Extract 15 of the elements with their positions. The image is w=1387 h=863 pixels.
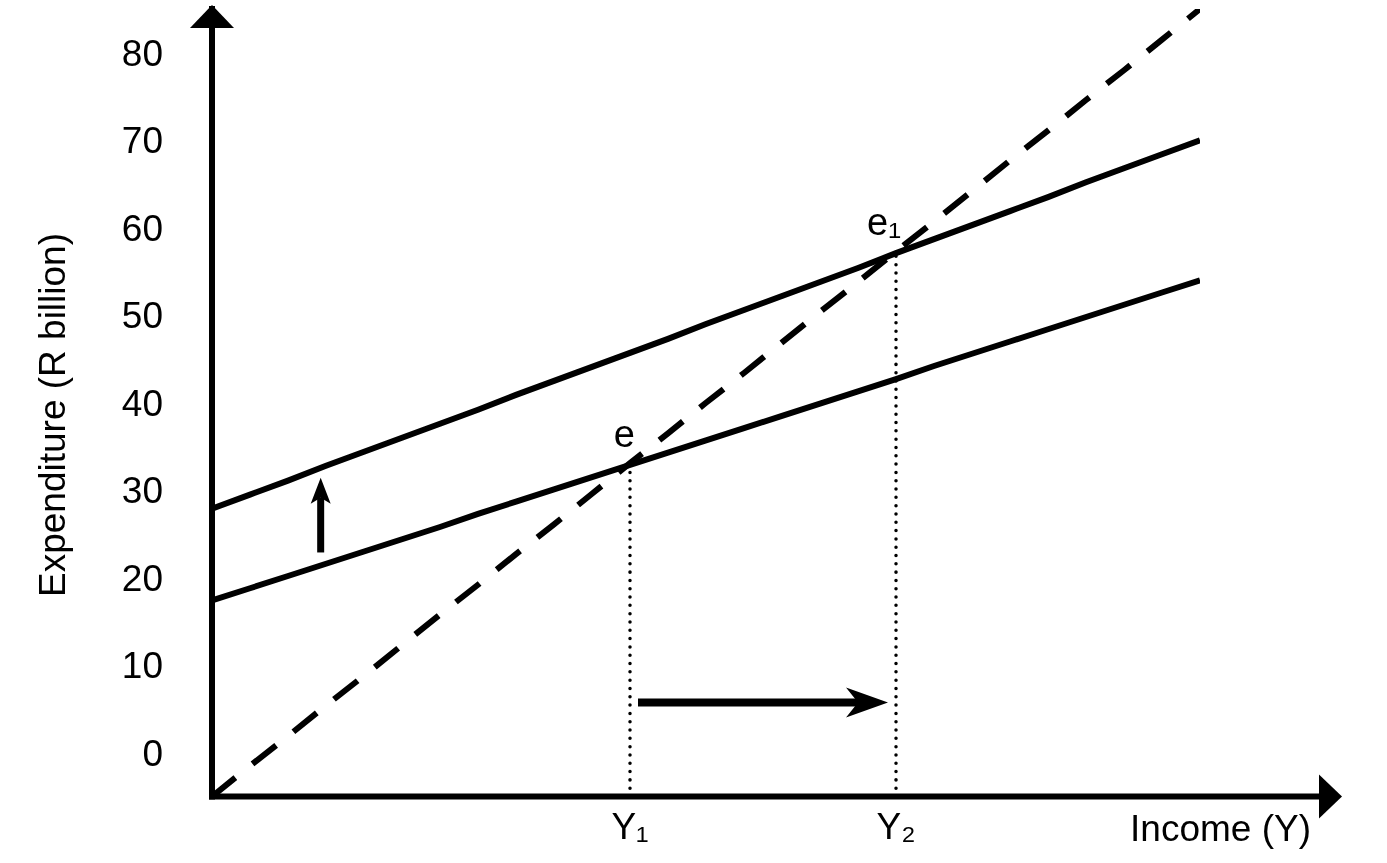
y-tick-label: 50 — [121, 295, 163, 337]
y-tick-label: 80 — [121, 32, 163, 74]
annotation: e — [613, 413, 635, 455]
y-axis-title: Expenditure (R billion) — [31, 232, 73, 598]
y-tick-label: 70 — [121, 120, 163, 162]
y-tick-label: 30 — [121, 470, 163, 512]
x-tick-label: Y₂ — [876, 805, 916, 847]
annotation: e₁ — [867, 201, 901, 244]
y-tick-label: 0 — [142, 732, 163, 774]
x-axis-title: Income (Y) — [1130, 808, 1311, 849]
y-tick-label: 60 — [121, 207, 163, 249]
y-tick-label: 10 — [121, 645, 163, 687]
x-tick-label: Y₁ — [611, 805, 649, 847]
y-tick-label: 20 — [121, 557, 163, 599]
y-tick-label: 40 — [121, 382, 163, 424]
